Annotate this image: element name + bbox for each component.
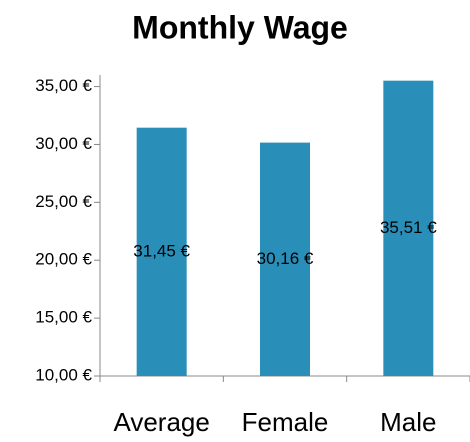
x-tick-label: Male <box>380 407 436 437</box>
data-label: 35,51 € <box>380 218 437 237</box>
y-tick-label: 15,00 € <box>35 308 92 327</box>
y-tick-label: 30,00 € <box>35 134 92 153</box>
bar <box>260 142 310 376</box>
data-label: 31,45 € <box>133 241 190 260</box>
bar <box>383 80 434 376</box>
bar <box>136 127 187 376</box>
chart-title: Monthly Wage <box>132 9 348 45</box>
x-tick-label: Female <box>242 407 329 437</box>
y-tick-label: 20,00 € <box>35 250 92 269</box>
y-tick-label: 35,00 € <box>35 76 92 95</box>
y-tick-label: 10,00 € <box>35 365 92 384</box>
y-tick-label: 25,00 € <box>35 192 92 211</box>
data-label: 30,16 € <box>257 249 314 268</box>
x-tick-label: Average <box>113 407 209 437</box>
